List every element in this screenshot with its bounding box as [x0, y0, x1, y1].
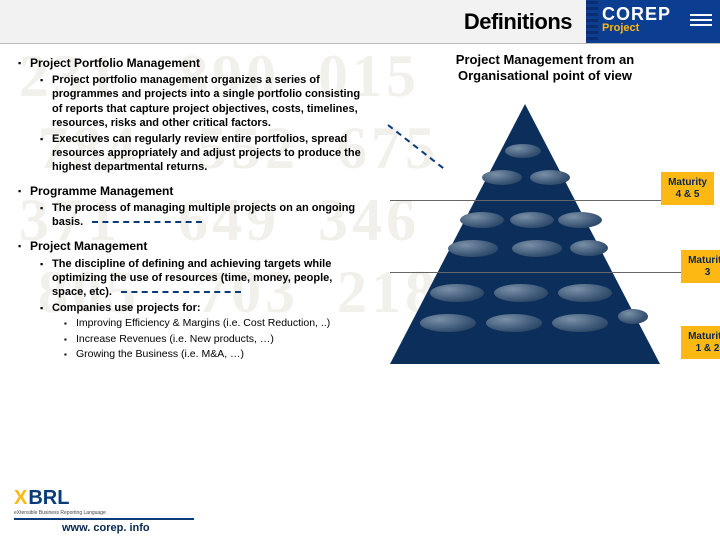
xbrl-logo: X BRL	[14, 487, 194, 510]
project-ellipse	[505, 144, 541, 158]
programme-heading: Programme Management	[18, 184, 364, 199]
project-ellipse	[530, 170, 570, 185]
xbrl-rest: BRL	[28, 487, 69, 510]
diagram-title-line1: Project Management from an	[456, 52, 634, 67]
pm-heading: Project Management	[18, 239, 364, 254]
project-ellipse	[486, 314, 542, 332]
hamburger-icon	[690, 14, 712, 29]
pm-sub-3: Growing the Business (i.e. M&A, …)	[18, 348, 364, 361]
xbrl-x: X	[14, 487, 27, 510]
logo-stripes	[586, 0, 598, 43]
annot-maturity-45: Maturity4 & 5	[661, 172, 714, 205]
pm-sub-2: Increase Revenues (i.e. New products, …)	[18, 333, 364, 346]
pyramid-wrap	[390, 104, 660, 364]
project-ellipse	[482, 170, 522, 185]
xbrl-tagline: eXtensible Business Reporting Language	[14, 510, 194, 516]
ppm-item-1: Project portfolio management organizes a…	[18, 73, 364, 129]
pm-item-1: The discipline of defining and achieving…	[18, 257, 364, 299]
programme-item-1: The process of managing multiple project…	[18, 201, 364, 229]
annot-maturity-12: Maturity1 & 2	[681, 326, 720, 359]
project-ellipse	[512, 240, 562, 257]
project-ellipse	[430, 284, 484, 302]
diagram-area: Project Management from an Organisationa…	[370, 44, 720, 504]
diagram-title-line2: Organisational point of view	[458, 68, 632, 83]
project-ellipse	[460, 212, 504, 228]
corep-logo: COREP Project	[586, 0, 720, 43]
project-ellipse	[510, 212, 554, 228]
project-ellipse	[552, 314, 608, 332]
footer-link[interactable]: www. corep. info	[62, 522, 194, 534]
project-ellipse	[448, 240, 498, 257]
section-pm: Project Management The discipline of def…	[18, 239, 364, 361]
ppm-heading: Project Portfolio Management	[18, 56, 364, 71]
section-programme: Programme Management The process of mana…	[18, 184, 364, 230]
project-ellipse	[570, 240, 608, 256]
pm-sub-1: Improving Efficiency & Margins (i.e. Cos…	[18, 317, 364, 330]
logo-subtext: Project	[602, 22, 639, 34]
project-ellipse	[420, 314, 476, 332]
footer: X BRL eXtensible Business Reporting Lang…	[14, 487, 194, 534]
project-ellipse	[558, 212, 602, 228]
project-ellipse	[618, 309, 648, 324]
programme-item-1-text: The process of managing multiple project…	[52, 202, 355, 228]
content-area: Project Portfolio Management Project por…	[0, 44, 720, 504]
section-ppm: Project Portfolio Management Project por…	[18, 56, 364, 174]
slide-title: Definitions	[0, 0, 586, 43]
project-ellipse	[558, 284, 612, 302]
ppm-item-2: Executives can regularly review entire p…	[18, 132, 364, 174]
dashed-connector-1	[92, 221, 202, 223]
project-ellipse	[494, 284, 548, 302]
footer-separator	[14, 518, 194, 520]
definitions-text: Project Portfolio Management Project por…	[0, 44, 370, 504]
hline-lower	[390, 272, 710, 273]
diagram-title: Project Management from an Organisationa…	[370, 52, 720, 85]
dashed-connector-2	[121, 291, 241, 293]
pm-item-2: Companies use projects for:	[18, 301, 364, 315]
annot-maturity-3: Maturity3	[681, 250, 720, 283]
header-bar: Definitions COREP Project	[0, 0, 720, 44]
hline-upper	[390, 200, 700, 201]
